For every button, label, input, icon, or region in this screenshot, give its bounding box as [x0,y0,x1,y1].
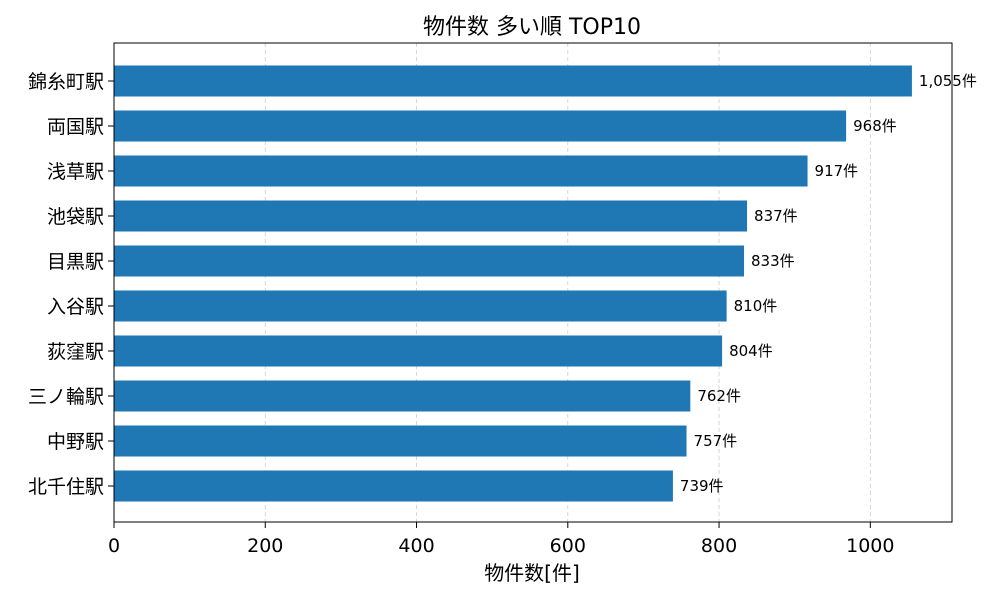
category-label: 三ノ輪駅 [28,386,104,408]
chart-title: 物件数 多い順 TOP10 [423,15,641,40]
bar [114,335,723,367]
bar [114,155,808,187]
x-tick-label: 600 [550,535,586,557]
category-label: 荻窪駅 [47,341,104,363]
data-label: 762件 [697,387,741,405]
bar [114,110,847,142]
data-labels: 1,055件 968件 917件 837件 833件 810件 804件 762件 757件 73… [680,72,977,495]
category-label: 錦糸町駅 [28,71,104,93]
x-tick-label: 0 [108,535,120,557]
data-label: 837件 [754,207,798,225]
category-label: 浅草駅 [47,161,104,183]
category-label: 入谷駅 [47,296,104,318]
bar [114,65,912,97]
data-label: 804件 [729,342,773,360]
category-label: 北千住駅 [28,476,104,498]
x-tick-label: 800 [701,535,737,557]
bar [114,200,748,232]
data-label: 1,055件 [919,72,977,90]
data-label: 739件 [680,477,724,495]
x-tick-label: 1000 [846,535,894,557]
bar [114,245,745,277]
data-label: 833件 [751,252,795,270]
data-label: 917件 [815,162,859,180]
bar [114,290,727,322]
data-label: 810件 [734,297,778,315]
x-tick-label: 200 [247,535,283,557]
bar [114,380,691,412]
x-axis-ticks: 0 200 400 600 800 1000 [108,522,894,557]
category-label: 池袋駅 [47,206,104,228]
bar [114,470,673,502]
x-tick-label: 400 [398,535,434,557]
category-label: 中野駅 [47,431,104,453]
category-label: 両国駅 [47,116,104,138]
plot-frame [113,42,953,523]
bar [114,425,687,457]
bars [114,65,912,502]
data-label: 968件 [853,117,897,135]
category-label: 目黒駅 [47,251,104,273]
x-axis-label: 物件数[件] [484,561,580,585]
data-label: 757件 [694,432,738,450]
